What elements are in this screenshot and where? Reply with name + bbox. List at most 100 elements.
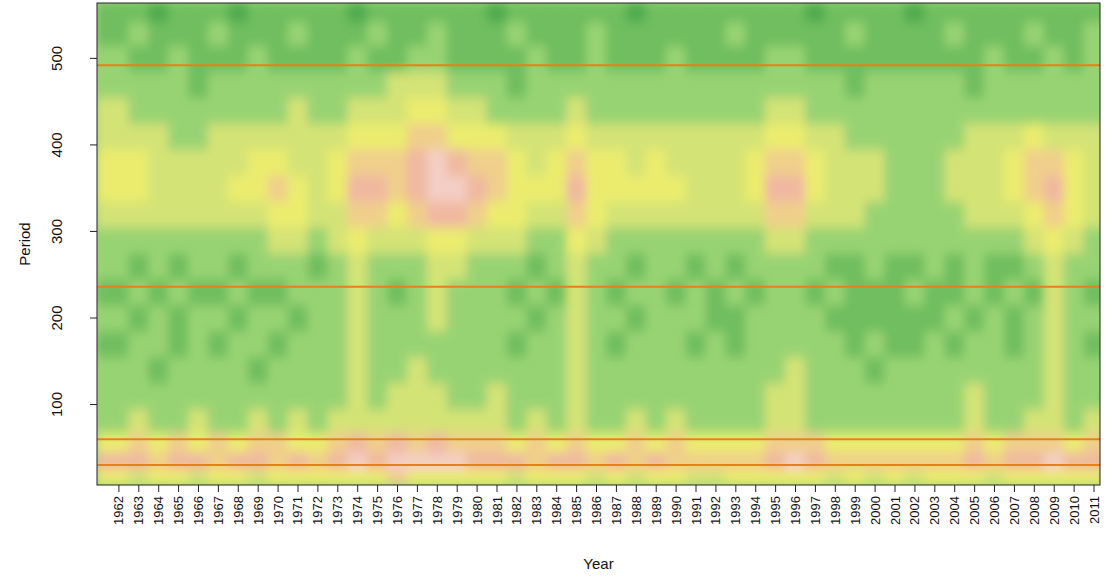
heatmap-cell bbox=[307, 330, 328, 357]
heatmap-cell bbox=[367, 227, 388, 254]
heatmap-cell bbox=[606, 469, 627, 485]
heatmap-cell bbox=[327, 227, 348, 254]
heatmap-cell bbox=[904, 305, 925, 332]
heatmap-cell bbox=[865, 279, 886, 306]
heatmap-cell bbox=[606, 21, 627, 46]
heatmap-cell bbox=[407, 201, 428, 228]
heatmap-cell bbox=[407, 408, 428, 433]
heatmap-cell bbox=[427, 149, 448, 176]
heatmap-cell bbox=[865, 253, 886, 280]
heatmap-cell bbox=[347, 71, 368, 98]
heatmap-cell bbox=[666, 330, 687, 357]
x-tick-label: 1962 bbox=[111, 496, 126, 525]
heatmap-cell bbox=[904, 71, 925, 98]
heatmap-cell bbox=[785, 201, 806, 228]
heatmap-cell bbox=[566, 71, 587, 98]
heatmap-cell bbox=[1064, 3, 1085, 22]
heatmap-cell bbox=[805, 330, 826, 357]
heatmap-cell bbox=[885, 149, 906, 176]
x-tick bbox=[297, 485, 298, 492]
x-tick bbox=[914, 485, 915, 492]
heatmap-cell bbox=[626, 305, 647, 332]
x-tick bbox=[596, 485, 597, 492]
heatmap-cell bbox=[1044, 21, 1065, 46]
y-tick bbox=[90, 144, 97, 145]
heatmap-cell bbox=[626, 227, 647, 254]
heatmap-cell bbox=[964, 71, 985, 98]
heatmap-cell bbox=[586, 356, 607, 383]
heatmap-cell bbox=[268, 382, 289, 409]
heatmap-cell bbox=[268, 279, 289, 306]
heatmap-cell bbox=[367, 330, 388, 357]
heatmap-cell bbox=[666, 452, 687, 470]
heatmap-cell bbox=[447, 123, 468, 150]
heatmap-cell bbox=[725, 175, 746, 202]
heatmap-cell bbox=[745, 149, 766, 176]
heatmap-cell bbox=[327, 408, 348, 433]
heatmap-cell bbox=[1044, 452, 1065, 470]
heatmap-cell bbox=[487, 227, 508, 254]
heatmap-cell bbox=[487, 201, 508, 228]
heatmap-cell bbox=[1084, 253, 1100, 280]
heatmap-cell bbox=[805, 149, 826, 176]
heatmap-cell bbox=[765, 201, 786, 228]
heatmap-cell bbox=[1024, 432, 1045, 452]
heatmap-cell bbox=[865, 330, 886, 357]
heatmap-cell bbox=[944, 432, 965, 452]
heatmap-cell bbox=[128, 3, 149, 22]
heatmap-cell bbox=[248, 21, 269, 46]
heatmap-cell bbox=[447, 469, 468, 485]
x-tick-label: 2008 bbox=[1027, 496, 1042, 525]
heatmap-cell bbox=[188, 71, 209, 98]
heatmap-cell bbox=[566, 227, 587, 254]
heatmap-cell bbox=[825, 45, 846, 72]
heatmap-cell bbox=[487, 45, 508, 72]
heatmap-cell bbox=[447, 175, 468, 202]
heatmap-cell bbox=[97, 356, 129, 383]
heatmap-cell bbox=[288, 123, 309, 150]
heatmap-cell bbox=[1084, 45, 1100, 72]
heatmap-cell bbox=[526, 227, 547, 254]
heatmap-cell bbox=[745, 330, 766, 357]
heatmap-cell bbox=[228, 452, 249, 470]
heatmap-cell bbox=[1064, 97, 1085, 124]
x-tick bbox=[397, 485, 398, 492]
heatmap-cell bbox=[168, 45, 189, 72]
heatmap-cell bbox=[904, 382, 925, 409]
heatmap-cell bbox=[467, 149, 488, 176]
heatmap-cell bbox=[646, 356, 667, 383]
heatmap-cell bbox=[268, 227, 289, 254]
y-tick-label: 500 bbox=[48, 46, 65, 71]
heatmap-cell bbox=[924, 305, 945, 332]
heatmap-cell bbox=[705, 3, 726, 22]
heatmap-cell bbox=[467, 356, 488, 383]
heatmap-cell bbox=[347, 3, 368, 22]
heatmap-cell bbox=[705, 305, 726, 332]
heatmap-cell bbox=[467, 432, 488, 452]
heatmap-cell bbox=[924, 201, 945, 228]
reference-line bbox=[97, 64, 1100, 66]
heatmap-cell bbox=[765, 149, 786, 176]
heatmap-cell bbox=[546, 330, 567, 357]
heatmap-cell bbox=[626, 279, 647, 306]
heatmap-cell bbox=[964, 123, 985, 150]
heatmap-cell bbox=[427, 305, 448, 332]
heatmap-cell bbox=[188, 279, 209, 306]
heatmap-cell bbox=[666, 21, 687, 46]
heatmap-cell bbox=[626, 382, 647, 409]
heatmap-cell bbox=[367, 432, 388, 452]
x-tick bbox=[1034, 485, 1035, 492]
heatmap-cell bbox=[168, 71, 189, 98]
heatmap-cell bbox=[148, 279, 169, 306]
heatmap-cell bbox=[347, 123, 368, 150]
heatmap-cell bbox=[984, 71, 1005, 98]
heatmap-cell bbox=[626, 3, 647, 22]
heatmap-cell bbox=[845, 432, 866, 452]
heatmap-cell bbox=[964, 175, 985, 202]
heatmap-cell bbox=[487, 432, 508, 452]
heatmap-cell bbox=[506, 227, 527, 254]
heatmap-cell bbox=[606, 452, 627, 470]
heatmap-cell bbox=[825, 279, 846, 306]
heatmap-cell bbox=[725, 408, 746, 433]
heatmap-cell bbox=[924, 330, 945, 357]
